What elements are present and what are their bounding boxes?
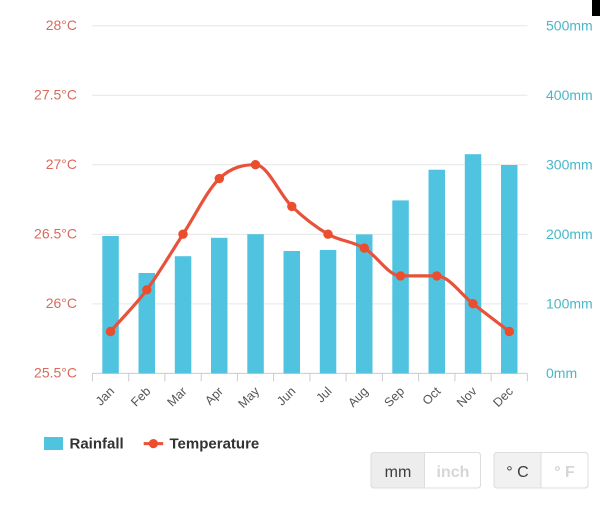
svg-text:Rainfall: Rainfall: [70, 436, 124, 453]
svg-text:27.5°C: 27.5°C: [34, 87, 77, 103]
svg-text:mm: mm: [385, 464, 412, 481]
svg-text:200mm: 200mm: [546, 226, 593, 242]
svg-text:300mm: 300mm: [546, 156, 593, 172]
svg-text:0mm: 0mm: [546, 365, 577, 381]
svg-text:inch: inch: [437, 464, 470, 481]
svg-text:27°C: 27°C: [46, 156, 77, 172]
svg-text:Temperature: Temperature: [170, 436, 260, 453]
svg-text:° C: ° C: [506, 464, 528, 481]
svg-text:400mm: 400mm: [546, 87, 593, 103]
svg-text:° F: ° F: [554, 464, 575, 481]
svg-text:100mm: 100mm: [546, 295, 593, 311]
svg-text:500mm: 500mm: [546, 17, 593, 33]
svg-text:28°C: 28°C: [46, 17, 77, 33]
svg-text:26.5°C: 26.5°C: [34, 226, 77, 242]
svg-text:25.5°C: 25.5°C: [34, 365, 77, 381]
svg-text:26°C: 26°C: [46, 295, 77, 311]
